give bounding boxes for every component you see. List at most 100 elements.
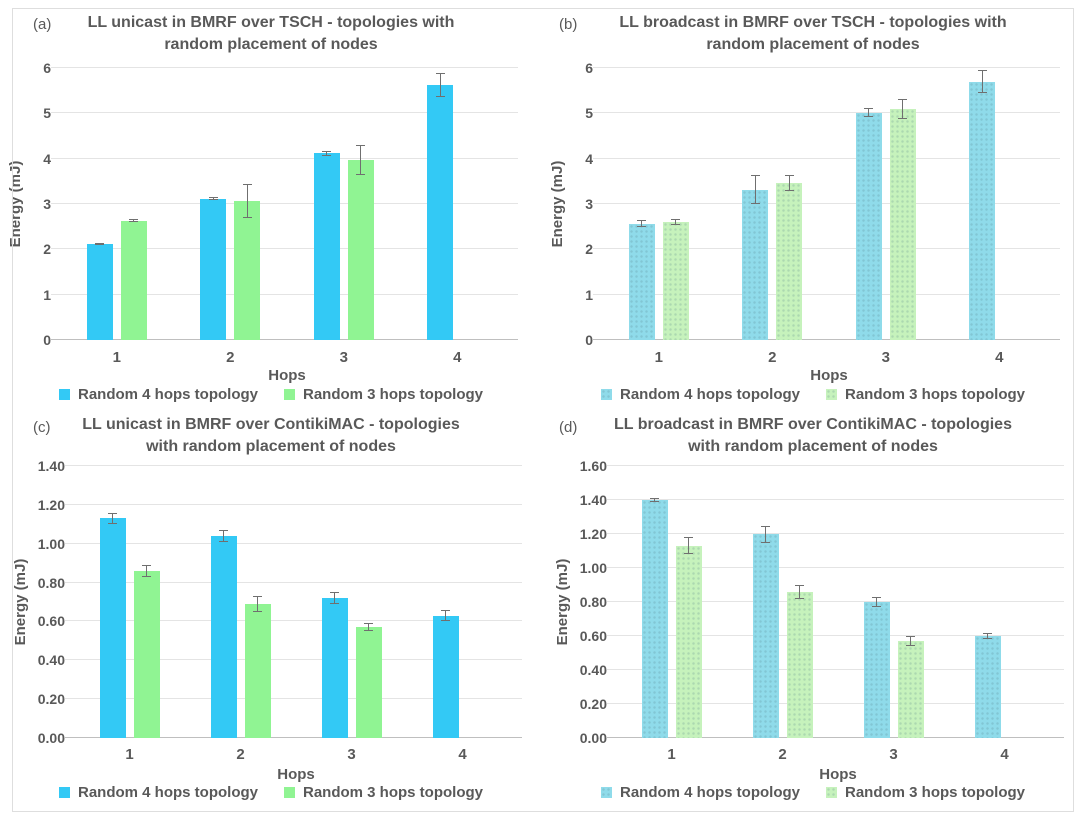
- error-bar-line: [368, 623, 369, 632]
- bar-blue-hop-1: [99, 518, 126, 738]
- panel-title: LL unicast in BMRF over ContikiMAC - top…: [0, 414, 542, 458]
- x-tick-label: 2: [778, 746, 787, 763]
- chart-panel-c: (c) LL unicast in BMRF over ContikiMAC - …: [0, 406, 542, 824]
- bar-green-hop-1: [133, 570, 160, 738]
- legend-item-green: Random 3 hops topology: [826, 386, 1025, 403]
- error-bar: [108, 512, 117, 525]
- error-bar-cap-top: [795, 585, 804, 587]
- error-bar-cap-bottom: [435, 96, 445, 98]
- error-bar-line: [788, 174, 790, 191]
- gridline: [607, 601, 1064, 602]
- error-bar-cap-bottom: [650, 500, 659, 502]
- y-tick-label: 0.20: [579, 696, 607, 712]
- bar-blue-hop-4: [432, 615, 459, 738]
- y-tick-label: 1.40: [37, 458, 65, 474]
- error-bar-cap-bottom: [761, 541, 770, 543]
- error-bar-cap-top: [219, 530, 228, 532]
- x-axis-line: [65, 737, 522, 738]
- panel-letter-b: (b): [559, 16, 578, 33]
- legend-label: Random 4 hops topology: [620, 386, 800, 403]
- gridline: [593, 67, 1060, 68]
- error-bar-cap-top: [242, 184, 252, 186]
- x-axis-title: Hops: [810, 367, 848, 384]
- legend: Random 4 hops topology Random 3 hops topo…: [0, 784, 542, 801]
- bar-green-hop-3: [889, 108, 916, 340]
- legend-swatch-blue: [601, 389, 612, 400]
- chart-panel-b: (b) LL broadcast in BMRF over TSCH - topo…: [542, 0, 1084, 406]
- gridline: [51, 248, 518, 250]
- error-bar-cap-top: [129, 219, 139, 221]
- panel-title: LL unicast in BMRF over TSCH - topologie…: [0, 12, 542, 56]
- bar-blue-hop-2: [210, 535, 237, 738]
- error-bar-cap-bottom: [219, 540, 228, 542]
- error-bar-cap-top: [872, 596, 881, 598]
- error-bar-cap-bottom: [129, 221, 139, 223]
- panel-letter-a: (a): [33, 16, 52, 33]
- x-tick-label: 4: [995, 349, 1004, 366]
- gridline: [65, 620, 522, 622]
- panel-title: LL broadcast in BMRF over TSCH - topolog…: [542, 12, 1084, 56]
- bar-blue-hop-2: [200, 198, 227, 340]
- bar-green-hop-2: [234, 200, 261, 340]
- x-tick-label: 3: [881, 349, 890, 366]
- y-tick-label: 0.80: [37, 574, 65, 591]
- gridline: [607, 567, 1064, 568]
- error-bar: [650, 498, 659, 502]
- bar-blue-hop-3: [855, 112, 882, 340]
- bar-blue-hop-4: [969, 81, 996, 340]
- gridline: [65, 581, 522, 583]
- error-bar-cap-top: [977, 69, 987, 71]
- legend-item-green: Random 3 hops topology: [284, 386, 483, 403]
- error-bar-line: [257, 596, 258, 612]
- bar-green-hop-1: [675, 545, 702, 738]
- y-tick-label: 3: [43, 196, 51, 212]
- error-bar-cap-bottom: [330, 602, 339, 604]
- error-bar-line: [212, 196, 214, 201]
- panel-title-line: LL broadcast in BMRF over ContikiMAC - t…: [614, 416, 1012, 433]
- error-bar-line: [902, 98, 904, 119]
- panel-title-line: LL unicast in BMRF over TSCH - topologie…: [87, 14, 455, 31]
- x-axis-title: Hops: [277, 766, 315, 783]
- panel-title-line: LL broadcast in BMRF over TSCH - topolog…: [619, 14, 1007, 31]
- legend-swatch-blue: [59, 787, 70, 798]
- gridline: [65, 659, 522, 661]
- gridline: [51, 67, 518, 68]
- error-bar-line: [439, 73, 441, 98]
- error-bar-cap-top: [684, 537, 693, 539]
- y-tick-label: 6: [585, 60, 593, 76]
- error-bar-cap-top: [95, 242, 105, 244]
- error-bar: [95, 242, 105, 246]
- error-bar-cap-top: [253, 596, 262, 598]
- panel-letter-c: (c): [33, 419, 51, 436]
- y-tick-label: 1: [43, 286, 51, 303]
- legend-item-blue: Random 4 hops topology: [601, 784, 800, 801]
- error-bar-line: [868, 108, 870, 118]
- x-tick-label: 2: [226, 349, 235, 366]
- legend-label: Random 4 hops topology: [78, 386, 258, 403]
- error-bar-cap-top: [637, 220, 647, 222]
- error-bar-cap-top: [322, 150, 332, 152]
- gridline: [51, 203, 518, 204]
- y-tick-label: 4: [43, 150, 51, 167]
- error-bar: [671, 219, 681, 225]
- bar-blue-hop-3: [863, 602, 890, 738]
- bar-green-hop-1: [120, 220, 147, 340]
- error-bar: [253, 596, 262, 612]
- error-bar-cap-top: [364, 623, 373, 625]
- error-bar: [219, 530, 228, 542]
- legend-swatch-blue: [59, 389, 70, 400]
- y-tick-label: 0.60: [37, 613, 65, 630]
- error-bar: [356, 145, 366, 175]
- error-bar: [898, 98, 908, 119]
- error-bar: [322, 150, 332, 156]
- x-tick-label: 3: [339, 349, 348, 366]
- error-bar-cap-bottom: [322, 154, 332, 156]
- gridline: [65, 503, 522, 505]
- error-bar-cap-bottom: [253, 610, 262, 612]
- error-bar: [242, 184, 252, 218]
- error-bar-line: [876, 596, 877, 608]
- error-bar-line: [987, 632, 988, 640]
- error-bar-cap-top: [784, 174, 794, 176]
- error-bar-cap-bottom: [795, 597, 804, 599]
